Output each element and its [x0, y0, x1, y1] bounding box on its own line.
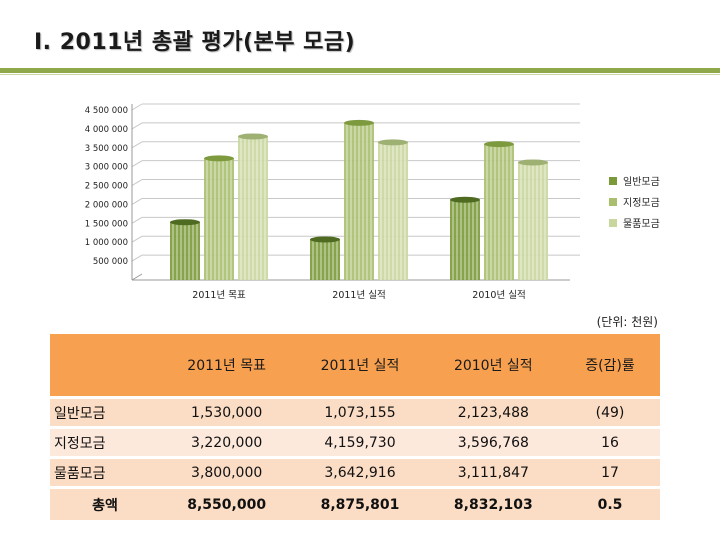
- table-header-cell: 2011년 실적: [293, 334, 427, 399]
- table-cell: 2,123,488: [426, 397, 560, 429]
- row-label: 지정모금: [50, 427, 160, 459]
- x-tick-label: 2011년 목표: [192, 290, 246, 301]
- table-row: 지정모금 3,220,000 4,159,730 3,596,768 16: [50, 427, 660, 459]
- bar-top: [378, 139, 408, 146]
- x-tick-label: 2011년 실적: [332, 289, 385, 301]
- legend-swatch-series1: [609, 176, 617, 185]
- gridline-depth: [131, 254, 143, 262]
- table-cell: 17: [560, 457, 660, 489]
- y-tick-label: 2 500 000: [85, 182, 128, 192]
- legend-item-series2: 지정모금: [609, 191, 660, 212]
- table-cell: 3,800,000: [160, 457, 294, 489]
- table-total-row: 총액 8,550,000 8,875,801 8,832,103 0.5: [50, 487, 660, 523]
- legend-item-series1: 일반모금: [609, 170, 660, 191]
- table-header-cell: 2011년 목표: [160, 334, 294, 399]
- table-cell: 4,159,730: [293, 427, 427, 459]
- bar-top: [450, 196, 480, 203]
- gridline-depth: [131, 198, 143, 205]
- bar-top: [170, 219, 200, 226]
- table-cell: 3,220,000: [160, 427, 294, 459]
- y-tick-label: 2 000 000: [85, 200, 128, 210]
- table-cell: 1,073,155: [293, 397, 427, 429]
- y-tick-label: 3 000 000: [85, 163, 128, 173]
- total-label: 총액: [50, 487, 160, 523]
- table-cell: 3,642,916: [293, 457, 427, 489]
- table-row: 물품모금 3,800,000 3,642,916 3,111,847 17: [50, 457, 660, 489]
- table-header-row: 2011년 목표 2011년 실적 2010년 실적 증(감)률: [50, 334, 660, 399]
- total-cell: 8,550,000: [160, 487, 294, 523]
- legend-swatch-series3: [609, 218, 617, 227]
- gridline-depth: [131, 216, 143, 224]
- gridline-depth: [131, 235, 143, 243]
- title-rule-thin: [0, 74, 720, 75]
- legend-item-series3: 물품모금: [609, 212, 660, 233]
- y-tick-label: 4 000 000: [85, 125, 128, 135]
- bar-top: [344, 119, 374, 126]
- table-cell: 3,596,768: [426, 427, 560, 459]
- total-cell: 8,875,801: [293, 487, 427, 523]
- x-tick-label: 2010년 실적: [472, 289, 525, 301]
- legend-label-series3: 물품모금: [623, 219, 660, 230]
- table-cell: 16: [560, 427, 660, 459]
- gridline-depth: [131, 179, 143, 186]
- bar-top: [204, 155, 234, 162]
- row-label: 물품모금: [50, 457, 160, 489]
- bar-top: [310, 236, 340, 243]
- bar-top: [238, 133, 268, 140]
- legend-label-series1: 일반모금: [623, 177, 660, 188]
- slide-title: Ⅰ. 2011년 총괄 평가(본부 모금): [34, 30, 356, 55]
- table-cell: (49): [560, 397, 660, 429]
- total-cell: 8,832,103: [426, 487, 560, 523]
- gridline-depth: [131, 103, 143, 111]
- legend-swatch-series2: [609, 197, 617, 206]
- bar-top: [518, 159, 548, 166]
- bar-chart: 500 000 1 000 000 1 500 000 2 000 000 2 500 …: [85, 103, 580, 301]
- gridline-depth: [131, 141, 143, 149]
- y-tick-label: 1 500 000: [85, 219, 128, 229]
- table-cell: 3,111,847: [426, 457, 560, 489]
- total-cell: 0.5: [560, 487, 660, 523]
- y-tick-label: 4 500 000: [85, 106, 128, 116]
- y-tick-label: 500 000: [93, 257, 128, 267]
- y-tick-label: 1 000 000: [85, 238, 128, 248]
- floor-edge: [131, 273, 143, 281]
- gridline-depth: [131, 160, 143, 168]
- data-table: 2011년 목표 2011년 실적 2010년 실적 증(감)률 일반모금 1,…: [50, 334, 660, 523]
- bar-top: [484, 141, 514, 148]
- title-rule: [0, 68, 720, 73]
- gridline-depth: [131, 122, 143, 130]
- row-label: 일반모금: [50, 397, 160, 429]
- unit-note: (단위: 천원): [596, 315, 658, 329]
- table-row: 일반모금 1,530,000 1,073,155 2,123,488 (49): [50, 397, 660, 429]
- table-header-cell: 2010년 실적: [426, 334, 560, 399]
- table-cell: 1,530,000: [160, 397, 294, 429]
- legend-label-series2: 지정모금: [623, 198, 660, 209]
- y-tick-label: 3 500 000: [85, 144, 128, 154]
- table-header-corner: [50, 334, 160, 399]
- table-header-cell: 증(감)률: [560, 334, 660, 399]
- chart-legend: 일반모금 지정모금 물품모금: [609, 170, 660, 233]
